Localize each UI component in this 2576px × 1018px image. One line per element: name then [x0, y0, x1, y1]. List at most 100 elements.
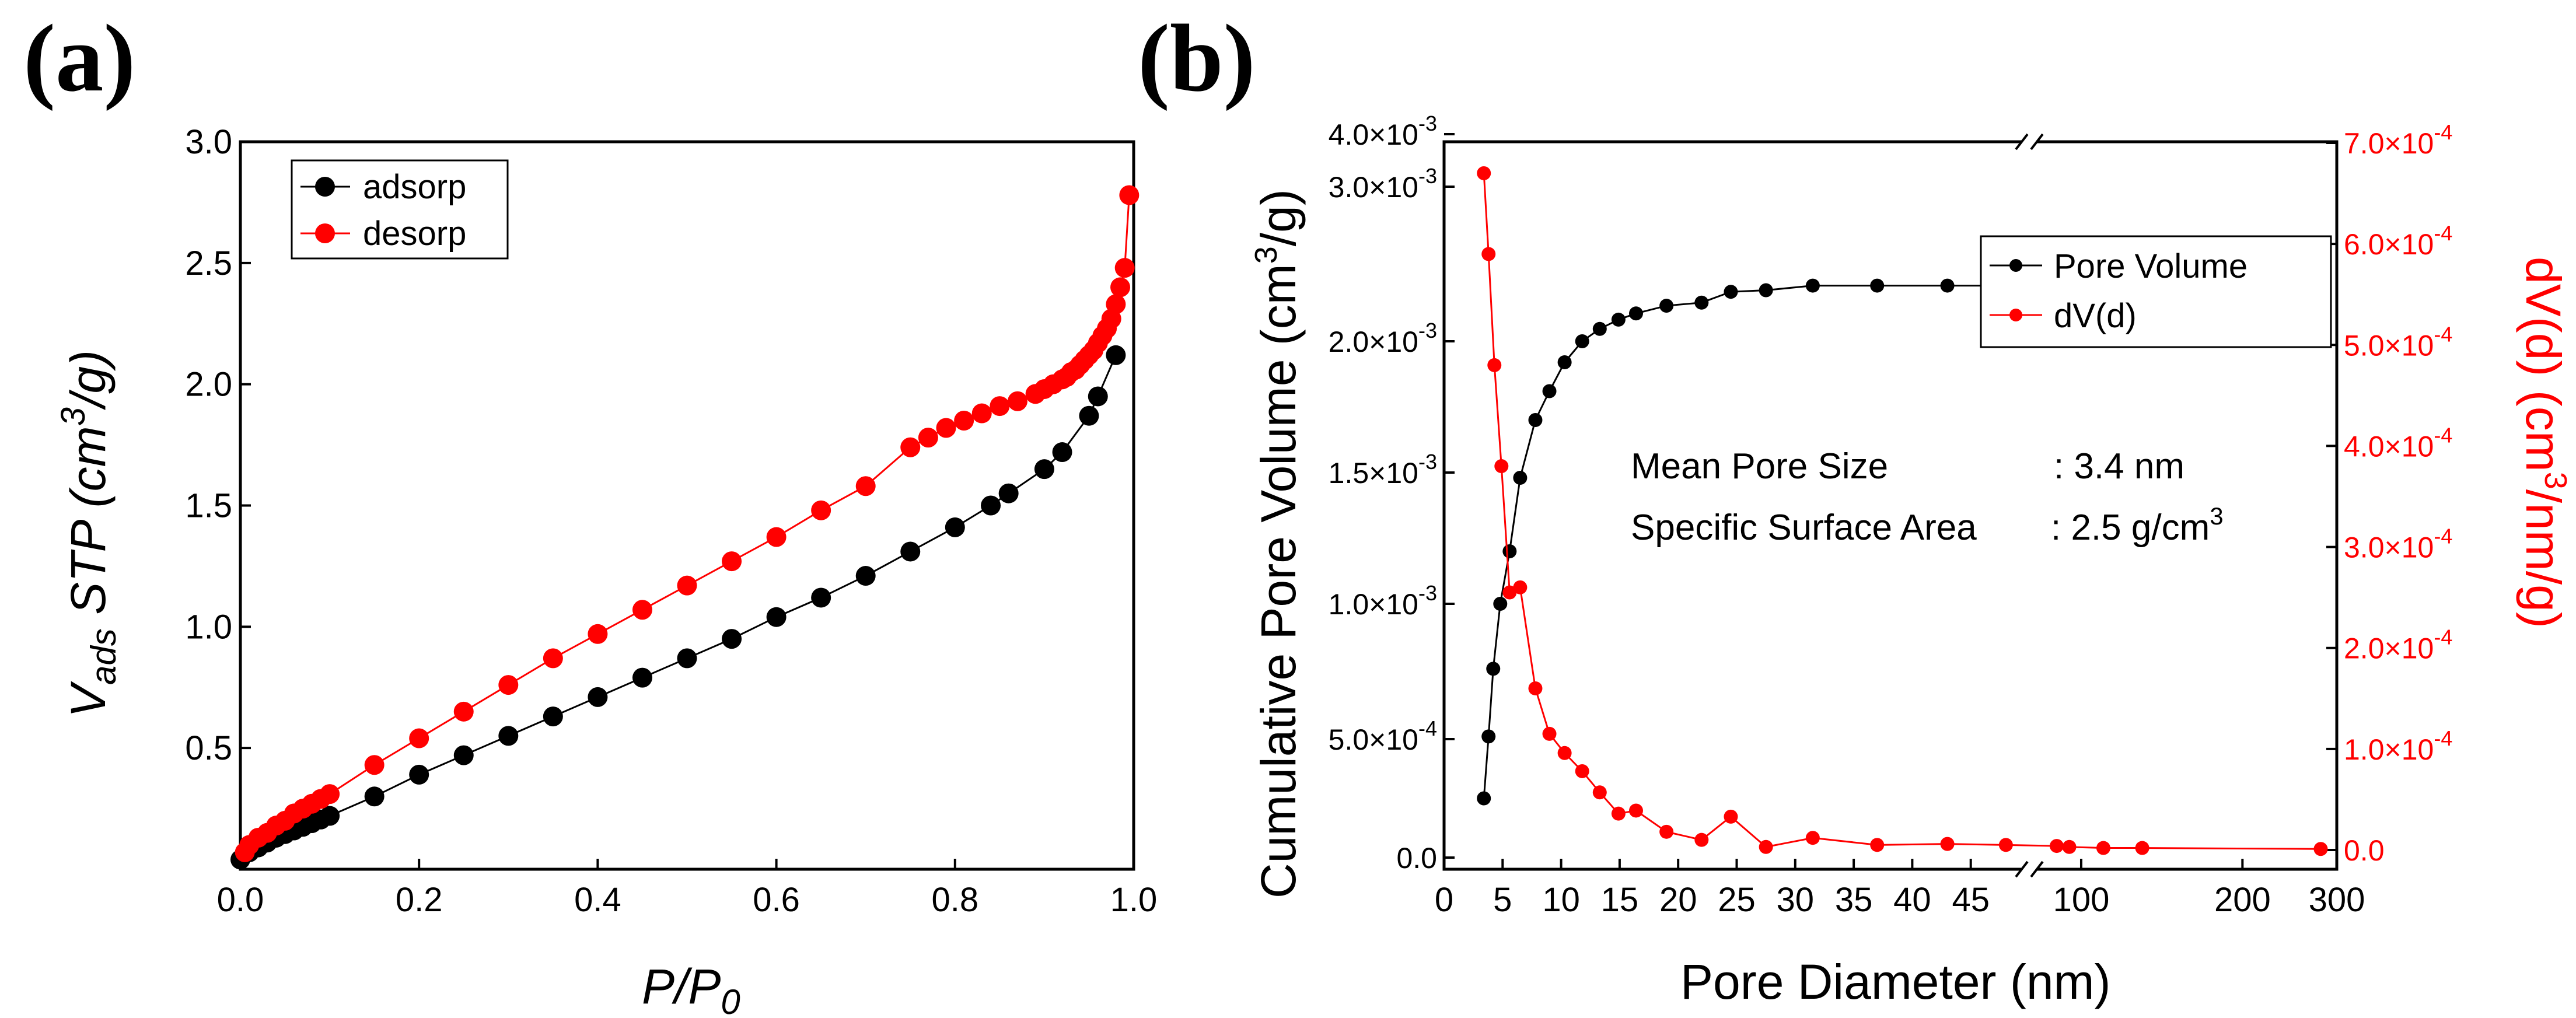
tick-mantissa: 5.0×10	[2344, 329, 2434, 362]
panel-b-x-tick-label: 30	[1777, 881, 1815, 919]
tick-mantissa: 4.0×10	[1329, 118, 1418, 151]
series-dv-d-point	[1694, 832, 1709, 847]
series-adsorp-point	[981, 495, 1001, 516]
panel-a-x-tick-label: 0.2	[396, 881, 443, 919]
series-desorp-point	[900, 437, 921, 457]
panel-a-y-axis-title: Vads STP (cm3/g)	[54, 350, 123, 718]
series-pore-volume-point	[1940, 278, 1955, 293]
series-dv-d-point	[2096, 841, 2110, 855]
panel-a-y-tick-label: 3.0	[185, 123, 232, 161]
series-adsorp-point	[1034, 459, 1054, 480]
series-desorp-point	[722, 551, 742, 572]
panel-b-left-y-tick-label: 0.0	[1396, 842, 1437, 874]
panel-b: (b) 0.05.0×10-41.0×10-31.5×10-32.0×10-33…	[1138, 5, 2573, 1009]
series-dv-d-point	[1628, 803, 1643, 818]
series-adsorp-point	[1106, 345, 1126, 365]
legend-desorp-label: desorp	[363, 215, 466, 253]
series-desorp-point	[1119, 185, 1140, 205]
tick-exponent: -3	[1418, 164, 1437, 188]
series-desorp-point	[364, 755, 385, 775]
series-desorp-point	[971, 403, 992, 424]
panel-a-x-tick-label: 1.0	[1110, 881, 1158, 919]
series-pore-volume-point	[1611, 312, 1626, 327]
series-dv-d-point	[2313, 842, 2328, 856]
panel-a-x-tick-label: 0.8	[931, 881, 978, 919]
series-dv-d-point	[1805, 831, 1820, 845]
panel-b-right-y-title-sup: 3	[2538, 472, 2573, 489]
axis-break-top-left	[2015, 133, 2029, 151]
panel-b-series	[1477, 166, 2328, 856]
panel-b-right-y-tick-label: 5.0×10-4	[2344, 322, 2452, 362]
panel-a-y-title-end: /g)	[61, 350, 116, 410]
axis-break-gap-bottom	[2022, 864, 2037, 874]
panel-b-left-y-tick-label: 1.5×10-3	[1329, 450, 1437, 489]
legend-dvd-label: dV(d)	[2054, 297, 2137, 335]
panel-b-right-y-axis-title: dV(d) (cm3/nm/g)	[2516, 257, 2573, 628]
series-pore-volume-point	[1477, 791, 1491, 806]
series-dv-d-point	[1659, 824, 1674, 839]
series-desorp-point	[766, 527, 787, 547]
series-adsorp-point	[855, 566, 876, 586]
tick-exponent: -4	[2434, 221, 2452, 245]
series-desorp-point	[990, 396, 1010, 417]
panel-a-y-title-tail: STP (cm	[61, 426, 116, 628]
series-pore-volume-point	[1759, 283, 1773, 298]
tick-mantissa: 4.0×10	[2344, 430, 2434, 463]
series-adsorp-point	[677, 648, 697, 669]
series-adsorp-point	[320, 806, 340, 826]
legend-dvd-marker	[2009, 309, 2022, 321]
series-dv-d-point	[1998, 838, 2013, 852]
panel-a-x-title-sub: 0	[721, 982, 740, 1018]
series-adsorp-point	[588, 687, 608, 707]
tick-mantissa: 2.0×10	[1329, 326, 1418, 358]
series-dv-d-point	[1940, 837, 1955, 851]
legend-adsorp-marker	[315, 177, 335, 197]
series-dv-d-point	[1870, 838, 1885, 852]
panel-b-annotations: Mean Pore Size : 3.4 nm Specific Surface…	[1631, 446, 2224, 548]
annot-mean-pore-label: Mean Pore Size	[1631, 446, 1888, 487]
legend-adsorp-label: adsorp	[363, 168, 466, 206]
series-desorp-point	[918, 428, 938, 448]
series-dv-d-point	[2062, 839, 2077, 854]
panel-a-y-title-main: V	[61, 681, 116, 718]
series-pore-volume-point	[1486, 662, 1501, 676]
series-desorp-point	[453, 701, 474, 722]
panel-b-right-y-ticks: 0.01.0×10-42.0×10-43.0×10-44.0×10-45.0×1…	[2326, 120, 2452, 867]
panel-b-x-tick-label: 100	[2053, 881, 2110, 919]
series-desorp-point	[1114, 258, 1135, 278]
series-adsorp-point	[998, 483, 1019, 503]
panel-a-y-tick-label: 1.5	[185, 487, 232, 525]
panel-b-x-tick-label: 300	[2309, 881, 2365, 919]
panel-b-left-y-tick-label: 4.0×10-3	[1329, 111, 1437, 151]
panel-a-x-ticks: 0.0 0.2 0.4 0.6 0.8 1.0	[217, 859, 1158, 919]
tick-mantissa: 3.0×10	[2344, 531, 2434, 564]
series-pore-volume-point	[1724, 285, 1738, 299]
series-adsorp-point	[453, 745, 474, 765]
panel-a-legend: adsorp desorp	[291, 159, 509, 260]
panel-b-left-y-axis-title: Cumulative Pore Volume (cm3/g)	[1249, 189, 1306, 898]
series-dv-d-point	[1575, 764, 1589, 778]
series-pore-volume-point	[1694, 295, 1709, 310]
tick-exponent: -3	[1418, 111, 1437, 135]
panel-b-legend-box	[1980, 235, 2332, 348]
annot-mean-pore-value: : 3.4 nm	[2054, 446, 2184, 487]
panel-b-right-y-tick-label: 2.0×10-4	[2344, 625, 2452, 665]
legend-pore-volume-marker	[2009, 259, 2022, 272]
series-adsorp-point	[543, 706, 563, 727]
tick-exponent: -4	[2434, 423, 2452, 447]
series-dv-d-point	[1487, 358, 1502, 372]
annot-surface-value: : 2.5 g/cm3	[2051, 502, 2224, 548]
annot-surface-value-sup: 3	[2210, 502, 2223, 530]
series-desorp-point	[1110, 277, 1131, 298]
panel-a-label: (a)	[23, 5, 135, 111]
panel-b-right-y-tick-label: 7.0×10-4	[2344, 120, 2452, 160]
tick-mantissa: 1.5×10	[1329, 457, 1418, 489]
series-adsorp-point	[1079, 405, 1099, 426]
series-dv-d-point	[2049, 839, 2064, 853]
series-dv-d-point	[1528, 681, 1543, 695]
series-pore-volume-point	[1557, 355, 1572, 369]
series-desorp-point	[936, 418, 956, 438]
panel-b-x-tick-label: 15	[1601, 881, 1639, 919]
panel-b-left-y-title-end: /g)	[1251, 189, 1306, 246]
series-desorp-point	[498, 675, 519, 695]
